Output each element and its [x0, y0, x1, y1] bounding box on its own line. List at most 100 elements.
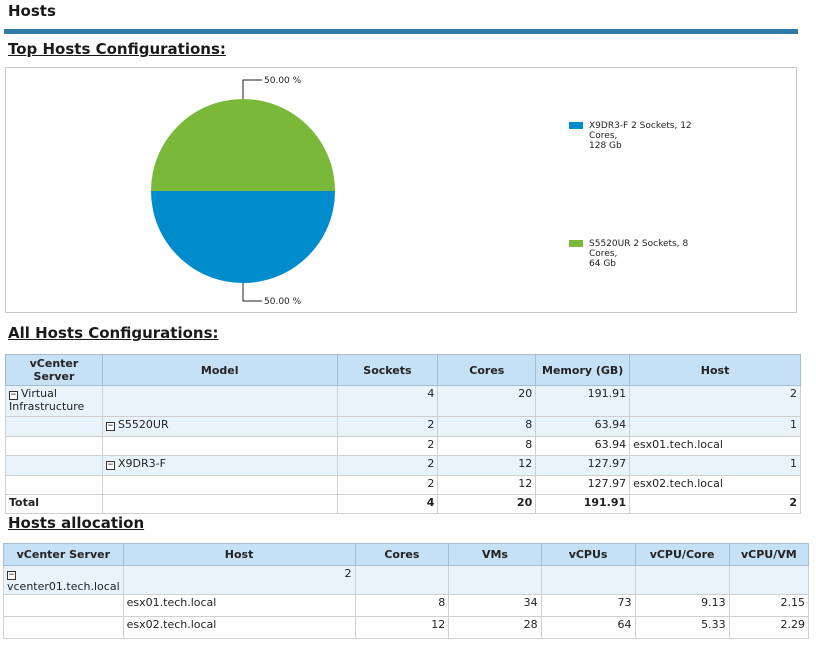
cell-host: esx01.tech.local [629, 436, 801, 456]
cell-vcpu-vm: 2.15 [728, 594, 810, 617]
cell-vcenter [5, 416, 103, 437]
cell-model [101, 494, 338, 514]
cell-vcenter [5, 436, 103, 456]
cell-vcenter: − Virtual Infrastructure [5, 385, 103, 417]
table-row: − Virtual Infrastructure 4 20 191.91 2 [5, 385, 801, 417]
col-header-vms[interactable]: VMs [448, 543, 542, 566]
cell-cores: 8 [437, 436, 537, 456]
cell-vcpus: 64 [540, 616, 636, 639]
allocation-table: vCenter Server Host Cores VMs vCPUs vCPU… [3, 543, 810, 639]
col-header-model[interactable]: Model [101, 354, 338, 386]
cell-vms: 28 [448, 616, 542, 639]
pie-chart: 50.00 % 50.00 % [151, 76, 335, 307]
col-header-vcenter[interactable]: vCenter Server [5, 354, 103, 386]
table-row: − X9DR3-F 2 12 127.97 1 [5, 455, 801, 476]
table-row: − vcenter01.tech.local 2 [3, 565, 810, 595]
cell-memory: 191.91 [535, 385, 631, 417]
col-header-host[interactable]: Host [122, 543, 356, 566]
legend-label-line2: 64 Gb [589, 259, 616, 269]
legend-item-x9dr3[interactable]: X9DR3-F 2 Sockets, 12 Cores, 128 Gb [569, 121, 719, 151]
cell-vcenter [3, 594, 124, 617]
cell-cores: 20 [437, 385, 537, 417]
cell-vcpu-core: 5.33 [634, 616, 730, 639]
legend-label-line1: S5520UR 2 Sockets, 8 Cores, [589, 239, 689, 259]
cell-sockets: 2 [336, 436, 439, 456]
legend-swatch-green [569, 240, 583, 247]
cell-total-label: Total [5, 494, 103, 514]
collapse-toggle-icon[interactable]: − [105, 421, 115, 431]
pie-label-bottom: 50.00 % [264, 297, 302, 307]
cell-cores: 8 [437, 416, 537, 437]
top-configs-title: Top Hosts Configurations: [8, 40, 226, 58]
col-header-vcenter[interactable]: vCenter Server [3, 543, 124, 566]
table-row: esx02.tech.local 12 28 64 5.33 2.29 [3, 616, 810, 639]
legend-label-line1: X9DR3-F 2 Sockets, 12 Cores, [589, 121, 692, 141]
table-row: esx01.tech.local 8 34 73 9.13 2.15 [3, 594, 810, 617]
title-divider [4, 29, 798, 34]
cell-sockets: 2 [336, 416, 439, 437]
collapse-toggle-icon[interactable]: − [7, 570, 16, 580]
cell-sockets: 4 [336, 385, 439, 417]
cell-cores [354, 565, 450, 595]
cell-vms [448, 565, 542, 595]
pie-leader-bottom [242, 283, 262, 302]
col-header-cores[interactable]: Cores [437, 354, 537, 386]
cell-vcenter [5, 455, 103, 476]
table-row: 2 12 127.97 esx02.tech.local [5, 475, 801, 495]
cell-host: esx02.tech.local [122, 616, 356, 639]
col-header-vcpus[interactable]: vCPUs [540, 543, 636, 566]
cell-host: 1 [629, 416, 801, 437]
cell-model [101, 436, 338, 456]
legend-item-s5520ur[interactable]: S5520UR 2 Sockets, 8 Cores, 64 Gb [569, 239, 719, 269]
col-header-memory[interactable]: Memory (GB) [535, 354, 631, 386]
all-configs-table: vCenter Server Model Sockets Cores Memor… [5, 354, 801, 514]
cell-sockets: 2 [336, 475, 439, 495]
cell-memory: 191.91 [535, 494, 631, 514]
pie-slice-blue[interactable] [151, 191, 335, 283]
cell-memory: 127.97 [535, 475, 631, 495]
col-header-host[interactable]: Host [629, 354, 801, 386]
collapse-toggle-icon[interactable]: − [9, 390, 18, 400]
cell-model [101, 385, 338, 417]
cell-cores: 8 [354, 594, 450, 617]
col-header-cores[interactable]: Cores [354, 543, 450, 566]
pie-chart-panel: 50.00 % 50.00 % X9DR3-F 2 Sockets, 12 Co… [5, 67, 797, 313]
col-header-vcpu-vm[interactable]: vCPU/VM [728, 543, 810, 566]
cell-model: − S5520UR [101, 416, 338, 437]
col-header-sockets[interactable]: Sockets [336, 354, 439, 386]
table-header-row: vCenter Server Host Cores VMs vCPUs vCPU… [3, 543, 810, 566]
cell-vcpus [540, 565, 636, 595]
cell-vcenter [3, 616, 124, 639]
cell-vcenter: − vcenter01.tech.local [3, 565, 124, 595]
cell-vms: 34 [448, 594, 542, 617]
pie-slice-green[interactable] [151, 99, 335, 191]
cell-memory: 63.94 [535, 416, 631, 437]
cell-vcpu-vm [728, 565, 810, 595]
cell-host: esx02.tech.local [629, 475, 801, 495]
cell-cores: 12 [437, 475, 537, 495]
pie-label-top: 50.00 % [264, 76, 302, 86]
legend-label-line2: 128 Gb [589, 141, 622, 151]
table-row: − S5520UR 2 8 63.94 1 [5, 416, 801, 437]
cell-sockets: 2 [336, 455, 439, 476]
cell-vcpu-core: 9.13 [634, 594, 730, 617]
cell-host: 2 [629, 385, 801, 417]
table-total-row: Total 4 20 191.91 2 [5, 494, 801, 514]
cell-model [101, 475, 338, 495]
cell-cores: 20 [437, 494, 537, 514]
cell-vcpu-vm: 2.29 [728, 616, 810, 639]
cell-host: 1 [629, 455, 801, 476]
cell-host: 2 [629, 494, 801, 514]
table-row: 2 8 63.94 esx01.tech.local [5, 436, 801, 456]
col-header-vcpu-core[interactable]: vCPU/Core [634, 543, 730, 566]
page-title: Hosts [8, 2, 56, 20]
cell-host: 2 [122, 565, 356, 595]
cell-vcenter [5, 475, 103, 495]
cell-cores: 12 [354, 616, 450, 639]
cell-model: − X9DR3-F [101, 455, 338, 476]
table-header-row: vCenter Server Model Sockets Cores Memor… [5, 354, 801, 386]
cell-vcpu-core [634, 565, 730, 595]
collapse-toggle-icon[interactable]: − [105, 460, 115, 470]
cell-memory: 63.94 [535, 436, 631, 456]
pie-leader-top [242, 79, 262, 99]
